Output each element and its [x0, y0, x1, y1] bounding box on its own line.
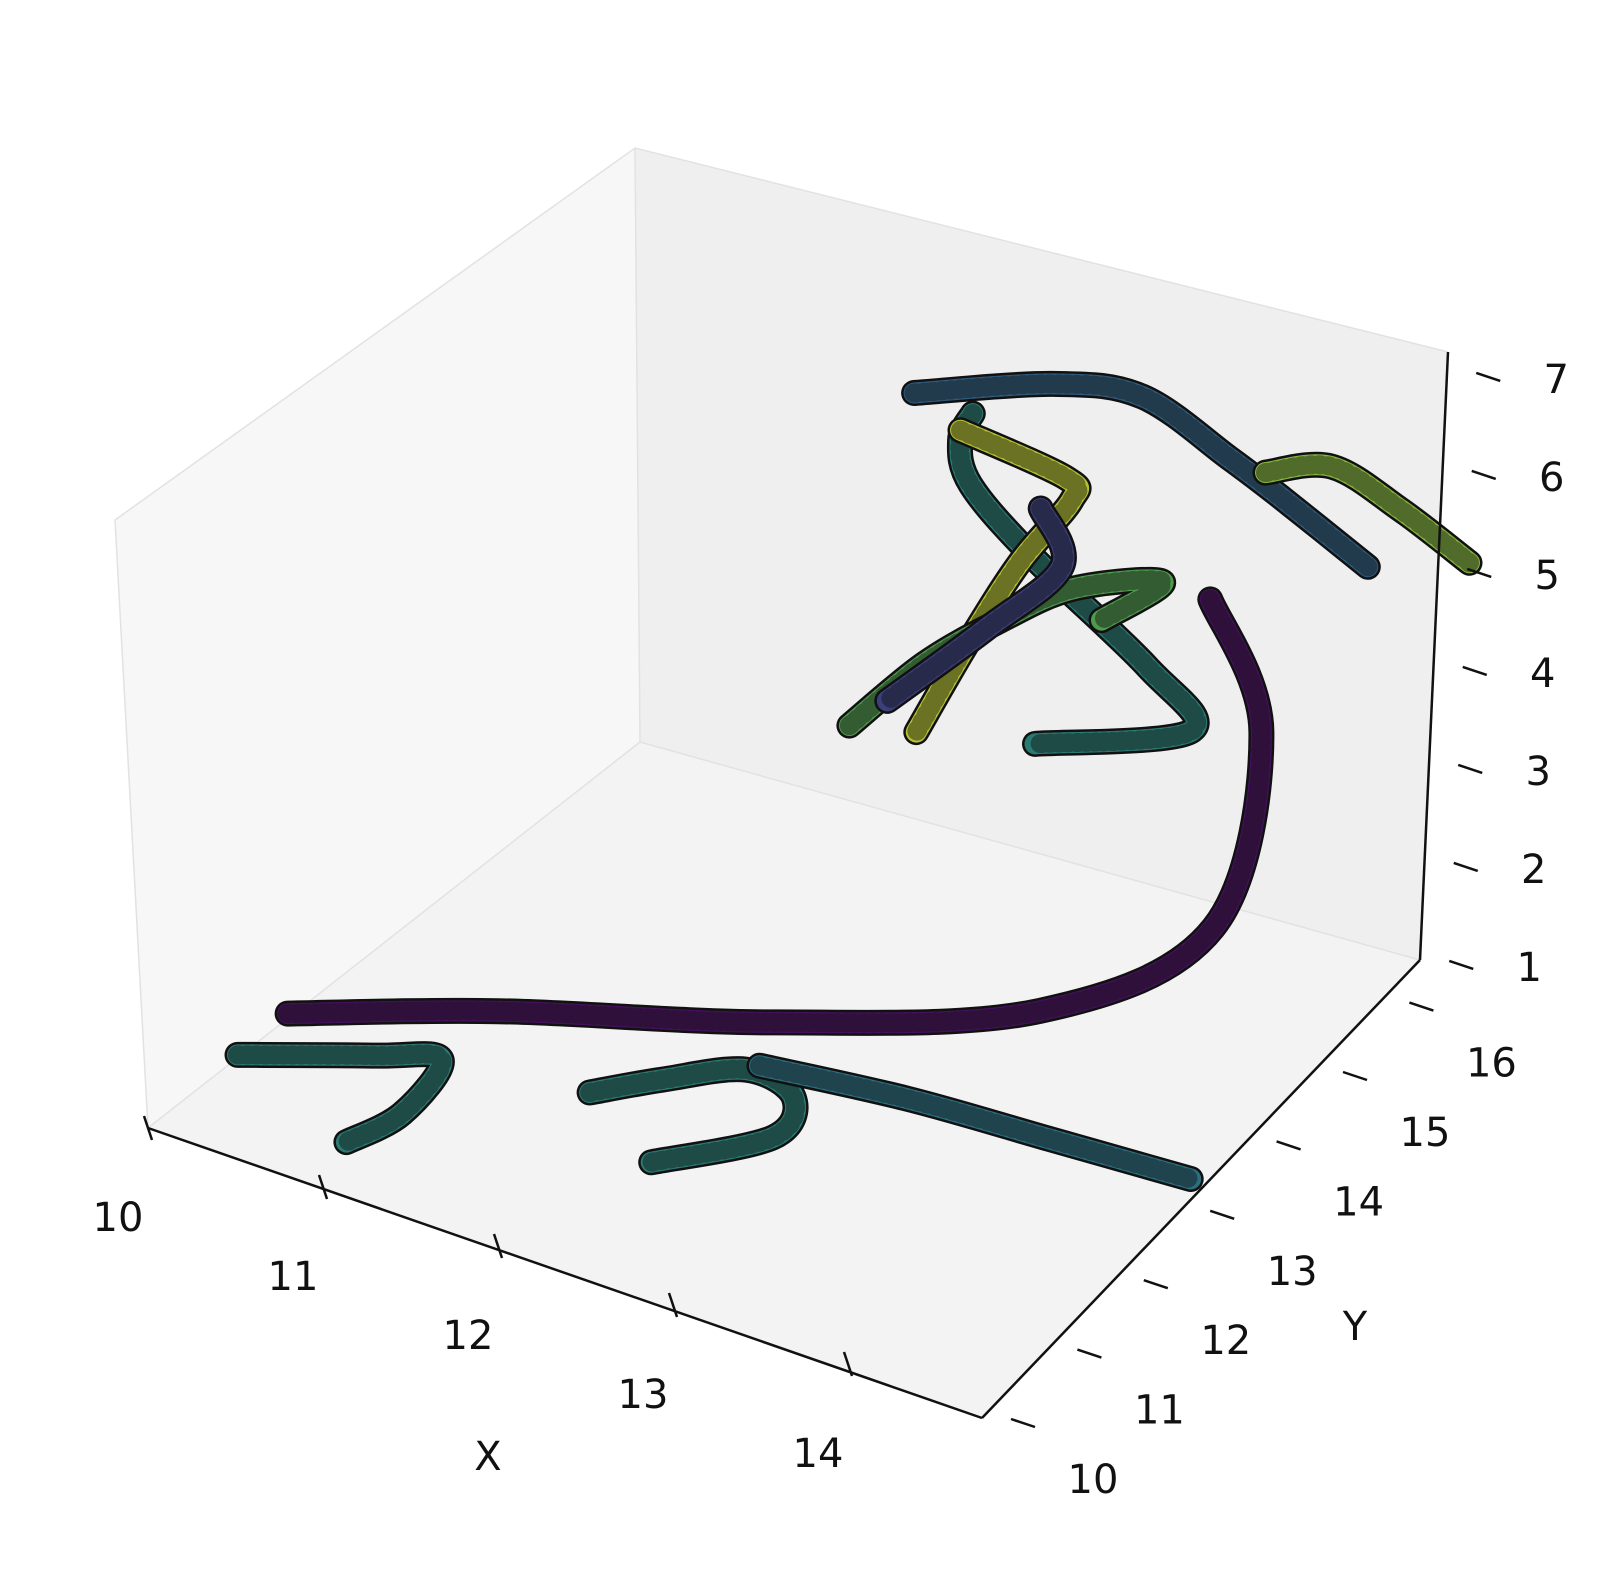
z-tick-label: 4 — [1530, 651, 1555, 697]
tube-segments — [228, 1044, 452, 1152]
tube-segments — [877, 499, 1074, 711]
y-axis-line — [981, 959, 1421, 1419]
tube-series — [901, 370, 1381, 580]
pane-left — [115, 148, 640, 1128]
y-tick-label: 15 — [1400, 1110, 1451, 1156]
z-tick-label: 6 — [1539, 455, 1564, 501]
z-tick-label: 7 — [1544, 357, 1569, 403]
y-tick-label: 12 — [1200, 1318, 1251, 1364]
tube-series — [874, 495, 1077, 714]
y-tick-label: 13 — [1267, 1249, 1318, 1295]
tube-body — [277, 588, 1272, 1034]
z-tick-label: 3 — [1526, 749, 1551, 795]
y-tick-mark — [1143, 1279, 1169, 1290]
tube-segments — [1256, 455, 1479, 573]
x-tick-label: 14 — [793, 1431, 844, 1477]
x-tick-mark — [142, 1115, 154, 1141]
tube-segments — [750, 1056, 1201, 1189]
tube-series — [224, 1041, 455, 1156]
tube-body — [1255, 454, 1480, 574]
y-tick-label: 10 — [1068, 1457, 1119, 1503]
x-tick-marks — [142, 1115, 854, 1377]
x-tick-mark — [317, 1174, 329, 1200]
z-tick-label: 5 — [1535, 553, 1560, 599]
y-tick-mark — [1409, 1001, 1434, 1012]
tube-body — [903, 373, 1379, 578]
z-tick-mark — [1453, 861, 1479, 873]
x-axis-title: X — [474, 1434, 501, 1480]
z-tick-label: 2 — [1521, 847, 1546, 893]
y-tick-mark — [1077, 1348, 1102, 1359]
x-tick-label: 13 — [618, 1372, 669, 1418]
tube-segments — [904, 374, 1378, 577]
y-tick-mark — [1209, 1209, 1235, 1220]
y-tick-mark — [1276, 1140, 1301, 1151]
y-tick-label: 16 — [1466, 1041, 1517, 1087]
z-tick-mark — [1471, 469, 1497, 481]
y-axis: 10 11 12 13 14 15 16 Y — [981, 959, 1517, 1503]
x-axis-line — [147, 1126, 983, 1420]
z-tick-mark — [1448, 959, 1474, 971]
z-tick-mark — [1457, 763, 1483, 775]
y-tick-mark — [1342, 1070, 1368, 1082]
tube-body — [876, 498, 1075, 712]
tube-segments — [278, 589, 1271, 1033]
z-tick-mark — [1462, 665, 1488, 677]
x-tick-mark — [842, 1351, 854, 1377]
y-axis-title: Y — [1342, 1304, 1368, 1350]
y-tick-marks — [1010, 1001, 1434, 1429]
tube-body — [749, 1055, 1202, 1190]
z-tick-marks — [1448, 371, 1501, 971]
tube-series — [274, 586, 1275, 1036]
tube-layer — [224, 370, 1483, 1192]
y-tick-mark — [1010, 1417, 1036, 1429]
x-tick-mark — [667, 1292, 679, 1318]
x-tick-label: 11 — [268, 1254, 319, 1300]
tube-body — [227, 1043, 453, 1153]
z-tick-mark — [1475, 371, 1501, 383]
tube-series — [746, 1052, 1204, 1192]
z-tick-mark — [1466, 567, 1492, 579]
y-tick-label: 11 — [1134, 1388, 1185, 1434]
z-axis-line — [1418, 351, 1450, 961]
x-tick-labels: 10 11 12 13 14 — [93, 1195, 844, 1477]
tube-series — [1252, 451, 1483, 576]
x-axis: 10 11 12 13 14 X — [93, 1115, 983, 1480]
x-tick-label: 10 — [93, 1195, 144, 1241]
z-tick-label: 1 — [1517, 945, 1542, 991]
y-tick-label: 14 — [1333, 1179, 1384, 1225]
z-axis: 1 2 3 4 5 6 7 — [1418, 351, 1569, 991]
pane-edge-left — [114, 519, 149, 1129]
x-tick-mark — [492, 1233, 504, 1259]
z-tick-labels: 1 2 3 4 5 6 7 — [1517, 357, 1569, 991]
x-tick-label: 12 — [443, 1313, 494, 1359]
y-tick-labels: 10 11 12 13 14 15 16 — [1068, 1041, 1517, 1503]
